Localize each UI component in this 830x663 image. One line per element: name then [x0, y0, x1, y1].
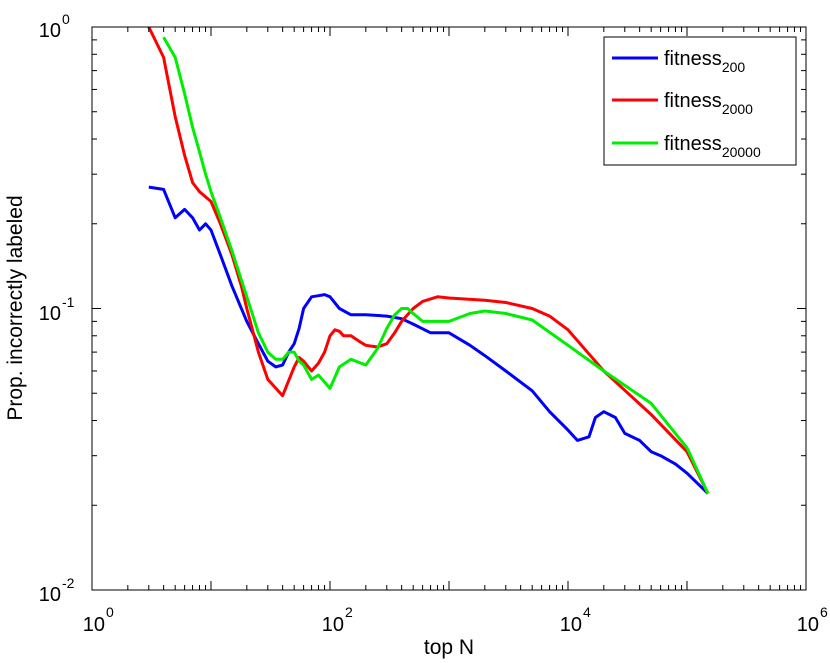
y-tick-exp-0.01: -2 [62, 575, 75, 591]
y-tick-label-0.1: 10 [39, 303, 61, 325]
y-axis-label: Prop. incorrectly labeled [4, 195, 27, 420]
legend-label-fitness2000: fitness2000 [664, 90, 753, 117]
x-tick-exp-1: 0 [106, 604, 114, 620]
x-tick-label-10000: 10 [560, 614, 582, 636]
y-tick-label-0.01: 10 [39, 584, 61, 606]
axis-ticks [91, 26, 807, 591]
x-tick-label-1: 10 [83, 614, 105, 636]
series-line-fitness2000 [147, 26, 710, 495]
x-tick-label-1000000: 10 [797, 614, 819, 636]
series-line-fitness200 [148, 185, 710, 495]
plot-area [147, 26, 710, 495]
x-tick-label-100: 10 [322, 614, 344, 636]
series-line-fitness20000 [162, 36, 710, 495]
x-tick-exp-100: 2 [345, 604, 353, 620]
x-tick-exp-10000: 4 [583, 604, 591, 620]
legend-label-fitness200: fitness200 [664, 48, 745, 75]
y-tick-exp-0.1: -1 [62, 294, 75, 310]
legend: fitness200 fitness2000 fitness20000 [603, 36, 797, 166]
legend-label-fitness20000: fitness20000 [664, 133, 761, 160]
y-tick-exp-1: 0 [62, 11, 70, 27]
x-axis-label: top N [424, 636, 474, 659]
y-tick-label-1: 10 [39, 20, 61, 42]
x-tick-exp-1000000: 6 [820, 604, 828, 620]
